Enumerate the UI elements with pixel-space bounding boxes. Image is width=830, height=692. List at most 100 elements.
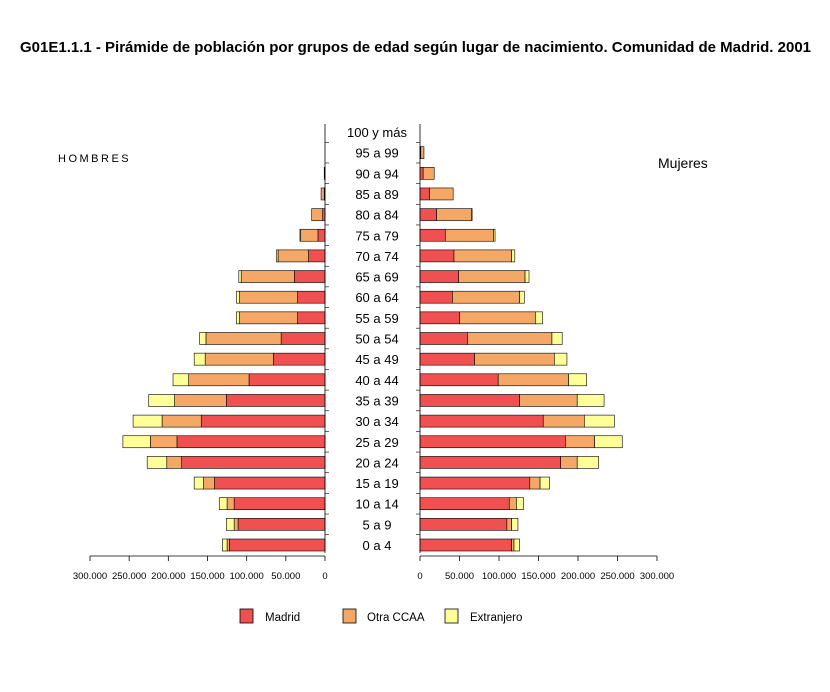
left-xtick-label-4: 100.000 bbox=[229, 571, 263, 582]
bar-mujeres-otra-ccaa-12 bbox=[452, 290, 520, 304]
bar-mujeres-madrid-2 bbox=[419, 497, 510, 511]
bar-hombres-madrid-9 bbox=[272, 352, 326, 366]
bar-mujeres-madrid-12 bbox=[419, 290, 453, 304]
bar-hombres-otra-ccaa-10 bbox=[205, 332, 282, 345]
bar-hombres-otra-ccaa-15 bbox=[300, 228, 319, 242]
age-label-19: 95 a 99 bbox=[355, 146, 398, 161]
bar-mujeres-otra-ccaa-16 bbox=[436, 208, 472, 221]
bar-mujeres-madrid-6 bbox=[419, 414, 544, 428]
age-label-1: 5 a 9 bbox=[363, 517, 392, 532]
age-labels: 0 a 4 5 a 9 10 a 14 15 a 19 20 a 24 25 a 29 30… bbox=[347, 125, 407, 553]
bar-hombres-otra-ccaa-0 bbox=[226, 538, 230, 552]
bar-hombres-madrid-11 bbox=[297, 311, 326, 325]
bar-hombres-madrid-8 bbox=[248, 373, 326, 387]
bar-hombres-extranjero-13 bbox=[238, 270, 242, 283]
bar-hombres-otra-ccaa-13 bbox=[240, 270, 295, 283]
left-xtick-label-2: 200.000 bbox=[151, 571, 185, 582]
bar-mujeres-otra-ccaa-6 bbox=[542, 414, 585, 428]
bar-hombres-extranjero-12 bbox=[236, 290, 240, 304]
bar-mujeres-extranjero-15 bbox=[493, 228, 496, 242]
bar-mujeres-madrid-5 bbox=[419, 435, 566, 449]
bar-hombres-madrid-14 bbox=[308, 249, 326, 263]
age-label-11: 55 a 59 bbox=[355, 311, 398, 326]
bar-mujeres-madrid-14 bbox=[419, 249, 455, 263]
left-xtick-label-3: 150.000 bbox=[190, 571, 224, 582]
bar-mujeres-madrid-7 bbox=[419, 394, 520, 407]
bar-hombres-otra-ccaa-14 bbox=[277, 249, 309, 263]
bar-mujeres-otra-ccaa-17 bbox=[429, 187, 454, 201]
bar-hombres-extranjero-5 bbox=[122, 435, 151, 449]
legend-label-extranjero: Extranjero bbox=[470, 612, 522, 624]
age-label-14: 70 a 74 bbox=[355, 249, 398, 264]
bar-mujeres-madrid-3 bbox=[419, 476, 531, 490]
bar-mujeres-otra-ccaa-9 bbox=[474, 352, 555, 366]
bar-hombres-otra-ccaa-17 bbox=[320, 187, 325, 201]
bar-mujeres-madrid-11 bbox=[419, 311, 460, 325]
bar-mujeres-extranjero-6 bbox=[584, 414, 615, 428]
right-xtick-label-4: 200.000 bbox=[561, 571, 595, 582]
bar-mujeres-otra-ccaa-7 bbox=[519, 394, 578, 407]
age-label-13: 65 a 69 bbox=[355, 270, 398, 285]
legend-swatch-extranjero bbox=[444, 608, 459, 624]
bar-hombres-otra-ccaa-4 bbox=[166, 456, 182, 469]
bar-mujeres-otra-ccaa-19 bbox=[420, 146, 425, 159]
bar-mujeres-otra-ccaa-18 bbox=[422, 167, 435, 180]
bar-hombres-extranjero-8 bbox=[172, 373, 189, 387]
age-label-16: 80 a 84 bbox=[355, 208, 398, 223]
age-label-3: 15 a 19 bbox=[355, 476, 398, 491]
mujeres-bars bbox=[419, 146, 623, 552]
bar-mujeres-madrid-0 bbox=[419, 538, 512, 552]
right-xtick-label-5: 250.000 bbox=[600, 571, 634, 582]
right-xtick-label-2: 100.000 bbox=[482, 571, 516, 582]
bar-hombres-extranjero-2 bbox=[218, 497, 228, 511]
age-label-4: 20 a 24 bbox=[355, 455, 398, 470]
bar-mujeres-otra-ccaa-11 bbox=[459, 311, 536, 325]
bar-hombres-otra-ccaa-11 bbox=[239, 311, 298, 325]
bar-mujeres-otra-ccaa-0 bbox=[511, 538, 515, 552]
bar-mujeres-madrid-1 bbox=[419, 518, 508, 531]
bar-mujeres-extranjero-4 bbox=[576, 456, 599, 469]
bar-mujeres-madrid-8 bbox=[419, 373, 499, 387]
age-label-18: 90 a 94 bbox=[355, 166, 398, 181]
bar-mujeres-extranjero-3 bbox=[539, 476, 550, 490]
bar-mujeres-madrid-10 bbox=[419, 332, 468, 345]
bar-mujeres-madrid-16 bbox=[419, 208, 437, 221]
bar-hombres-otra-ccaa-7 bbox=[174, 394, 227, 407]
bar-hombres-extranjero-11 bbox=[236, 311, 240, 325]
bar-hombres-extranjero-10 bbox=[199, 332, 207, 345]
age-label-15: 75 a 79 bbox=[355, 228, 398, 243]
bar-mujeres-otra-ccaa-14 bbox=[453, 249, 512, 263]
bar-hombres-extranjero-1 bbox=[226, 518, 235, 531]
bar-hombres-madrid-3 bbox=[214, 476, 326, 490]
legend-label-otra-ccaa: Otra CCAA bbox=[367, 612, 425, 624]
mujeres-label: Mujeres bbox=[658, 155, 708, 171]
bar-hombres-extranjero-9 bbox=[193, 352, 206, 366]
bar-mujeres-extranjero-9 bbox=[553, 352, 568, 366]
bar-mujeres-madrid-15 bbox=[419, 228, 446, 242]
bar-mujeres-madrid-9 bbox=[419, 352, 475, 366]
bar-hombres-madrid-1 bbox=[237, 518, 326, 531]
bar-hombres-extranjero-15 bbox=[299, 228, 302, 242]
bar-hombres-otra-ccaa-6 bbox=[161, 414, 202, 428]
bar-hombres-extranjero-4 bbox=[146, 456, 168, 469]
right-xtick-label-6: 300.000 bbox=[640, 571, 674, 582]
bar-mujeres-extranjero-16 bbox=[471, 208, 473, 221]
bar-mujeres-otra-ccaa-15 bbox=[444, 228, 494, 242]
bar-hombres-madrid-5 bbox=[176, 435, 326, 449]
bar-mujeres-otra-ccaa-5 bbox=[565, 435, 595, 449]
bar-hombres-otra-ccaa-16 bbox=[311, 208, 323, 221]
bar-mujeres-otra-ccaa-2 bbox=[508, 497, 517, 511]
right-xtick-label-0: 0 bbox=[417, 571, 422, 582]
age-label-10: 50 a 54 bbox=[355, 332, 398, 347]
age-label-8: 40 a 44 bbox=[355, 373, 398, 388]
bar-hombres-extranjero-14 bbox=[276, 249, 279, 263]
bar-mujeres-otra-ccaa-10 bbox=[467, 332, 553, 345]
bar-hombres-otra-ccaa-9 bbox=[204, 352, 274, 366]
bar-mujeres-extranjero-5 bbox=[594, 435, 623, 449]
bar-mujeres-madrid-17 bbox=[419, 187, 430, 201]
bar-hombres-otra-ccaa-1 bbox=[233, 518, 239, 531]
legend-swatch-otra-ccaa bbox=[342, 608, 357, 624]
left-xtick-label-0: 300.000 bbox=[73, 571, 107, 582]
bar-hombres-madrid-4 bbox=[181, 456, 326, 469]
